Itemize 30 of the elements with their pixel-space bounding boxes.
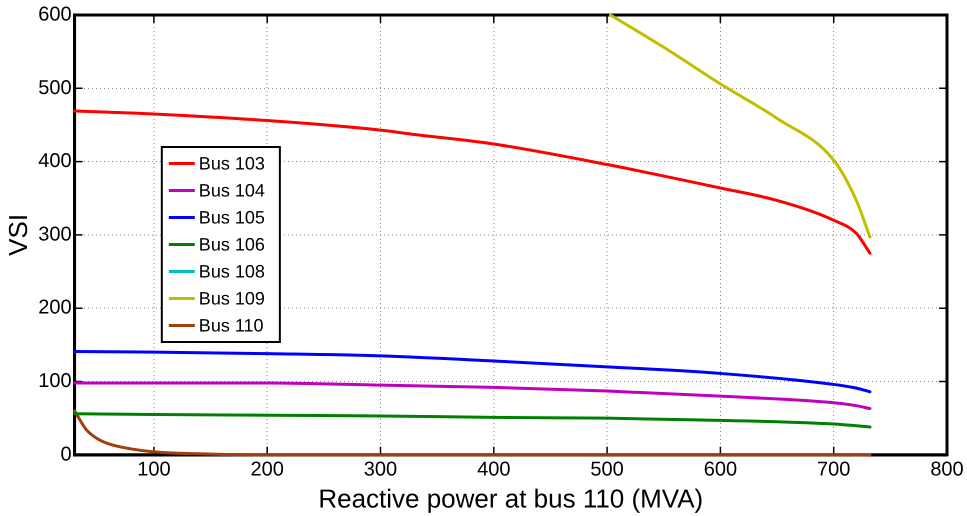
x-tick-label: 300 (364, 458, 398, 480)
x-tick-label: 700 (817, 458, 850, 480)
legend-label: Bus 103 (198, 153, 265, 174)
x-tick-label: 800 (930, 458, 964, 480)
y-axis-title: VSI (2, 214, 33, 256)
y-tick-label: 0 (60, 443, 72, 466)
line-series (73, 350, 872, 394)
x-axis-title: Reactive power at bus 110 (MVA) (318, 484, 704, 514)
line-series (73, 381, 872, 410)
line-series (73, 110, 872, 255)
x-tick-label: 400 (477, 458, 510, 480)
line-series (608, 14, 872, 239)
y-tick-label: 100 (38, 370, 72, 392)
line-series (73, 412, 872, 428)
y-tick-label: 600 (38, 4, 72, 26)
legend-label: Bus 110 (198, 315, 264, 336)
y-tick-label: 400 (38, 150, 72, 172)
legend-label: Bus 104 (198, 180, 265, 200)
legend-label: Bus 105 (198, 207, 265, 228)
x-tick-label: 500 (590, 458, 624, 480)
x-tick-label: 200 (250, 458, 284, 480)
legend-label: Bus 108 (198, 261, 265, 282)
x-tick-label: 100 (137, 458, 171, 480)
y-tick-label: 200 (38, 296, 72, 319)
legend-label: Bus 106 (198, 234, 265, 254)
y-tick-label: 300 (38, 223, 72, 246)
line-series (73, 409, 872, 456)
legend-label: Bus 109 (198, 288, 265, 308)
y-tick-label: 500 (38, 76, 72, 99)
x-tick-label: 600 (704, 458, 738, 480)
